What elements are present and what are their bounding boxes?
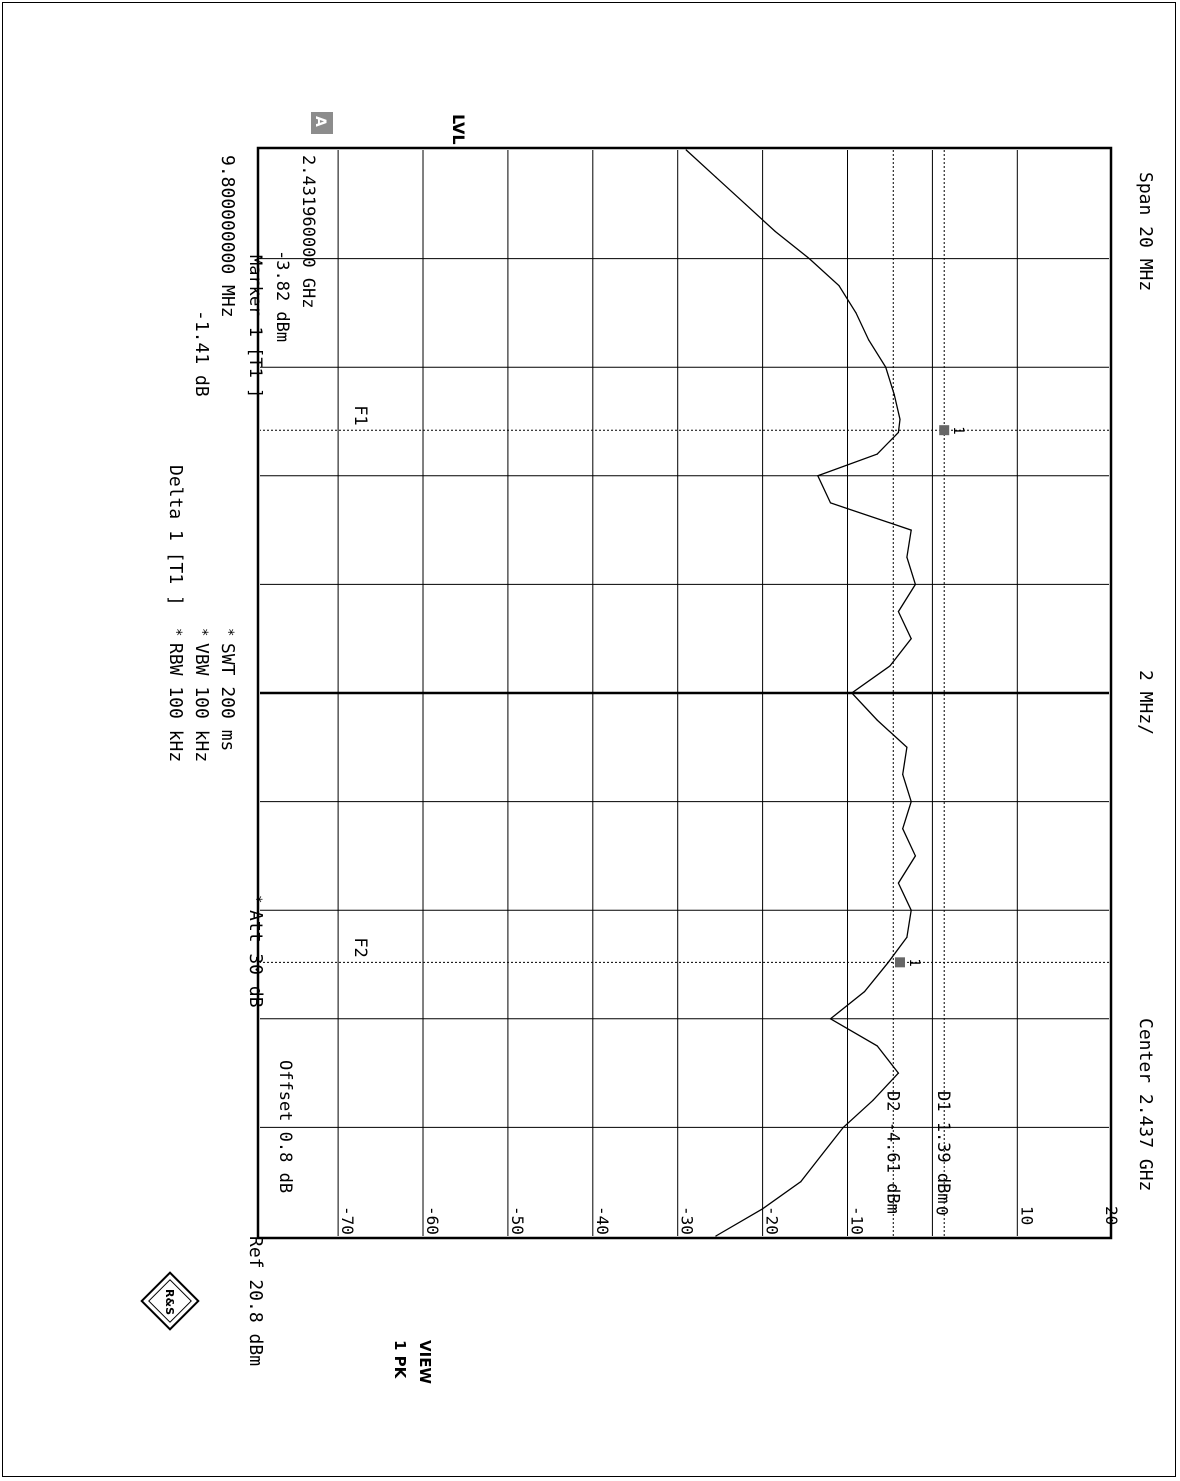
- a-badge-box: [311, 112, 333, 134]
- y-tick-label: -60: [423, 1206, 442, 1235]
- rs-logo: [140, 1271, 200, 1331]
- y-tick-label: 10: [1017, 1206, 1036, 1225]
- y-tick-label: -30: [678, 1206, 697, 1235]
- delta-freq: 9.800000000 MHz: [217, 155, 238, 318]
- y-tick-label: -10: [848, 1206, 867, 1235]
- frequency-line-label: F1: [350, 405, 370, 425]
- rbw-star: *: [168, 628, 184, 636]
- rbw-text: RBW 100 kHz: [165, 643, 186, 762]
- marker-freq: 2.431960000 GHz: [298, 155, 318, 309]
- vbw-text: VBW 100 kHz: [191, 643, 212, 762]
- y-tick-label: -40: [593, 1206, 612, 1235]
- rotated-plot: Ref 20.8 dBm * Att 30 dB * RBW 100 kHz *…: [165, 112, 1156, 1366]
- lvl-label: LVL: [449, 114, 468, 145]
- trace-line: [685, 149, 917, 1237]
- plot-frame: [256, 146, 1113, 1240]
- y-tick-label: -20: [763, 1206, 782, 1235]
- span-label: Span 20 MHz: [1135, 172, 1156, 291]
- delta-value: -1.41 dB: [191, 310, 212, 397]
- offset-text: Offset 0.8 dB: [275, 1060, 295, 1193]
- marker-point: [894, 957, 905, 968]
- plot-grid: 20 10 0 -10 -20 -30 -40 -50 -60 -70: [260, 150, 1121, 1236]
- a-badge: A: [312, 116, 328, 127]
- rs-logo-text: R&S: [163, 1289, 176, 1315]
- y-tick-label: 0: [932, 1206, 951, 1216]
- swt-text: SWT 200 ms: [217, 643, 238, 751]
- trace-layer: [685, 149, 917, 1237]
- per-div-label: 2 MHz/: [1135, 670, 1156, 735]
- y-tick-label: 20: [1102, 1206, 1121, 1225]
- att-text: Att 30 dB: [245, 910, 266, 1008]
- trace-label-group: 1 PK: [391, 1340, 409, 1380]
- att-star: *: [248, 895, 264, 903]
- reference-line-label: D2 -4.61 dBm: [882, 1091, 902, 1214]
- marker-value: -3.82 dBm: [272, 250, 292, 342]
- marker-number: 1: [950, 426, 966, 434]
- y-tick-label: -50: [508, 1206, 527, 1235]
- vbw-star: *: [194, 628, 210, 636]
- plot-annotations: D1 1.39 dBm D2 -4.61 dBm F1 F2 1 1: [260, 150, 1109, 1236]
- y-tick-label: -70: [338, 1206, 357, 1235]
- trace-label: 1 PK: [391, 1340, 409, 1380]
- ref-text: Ref 20.8 dBm: [245, 1236, 266, 1366]
- marker-point: [939, 425, 950, 436]
- view-label: VIEW: [416, 1340, 434, 1384]
- frequency-line-label: F2: [350, 937, 370, 957]
- view-label-group: VIEW: [416, 1340, 434, 1384]
- marker-number: 1: [906, 958, 922, 966]
- reference-line-label: D1 1.39 dBm: [933, 1091, 953, 1204]
- marker-title: Marker 1 [T1 ]: [245, 255, 265, 398]
- delta-title: Delta 1 [T1 ]: [165, 465, 186, 606]
- center-label: Center 2.437 GHz: [1135, 1018, 1156, 1191]
- swt-star: *: [220, 628, 236, 636]
